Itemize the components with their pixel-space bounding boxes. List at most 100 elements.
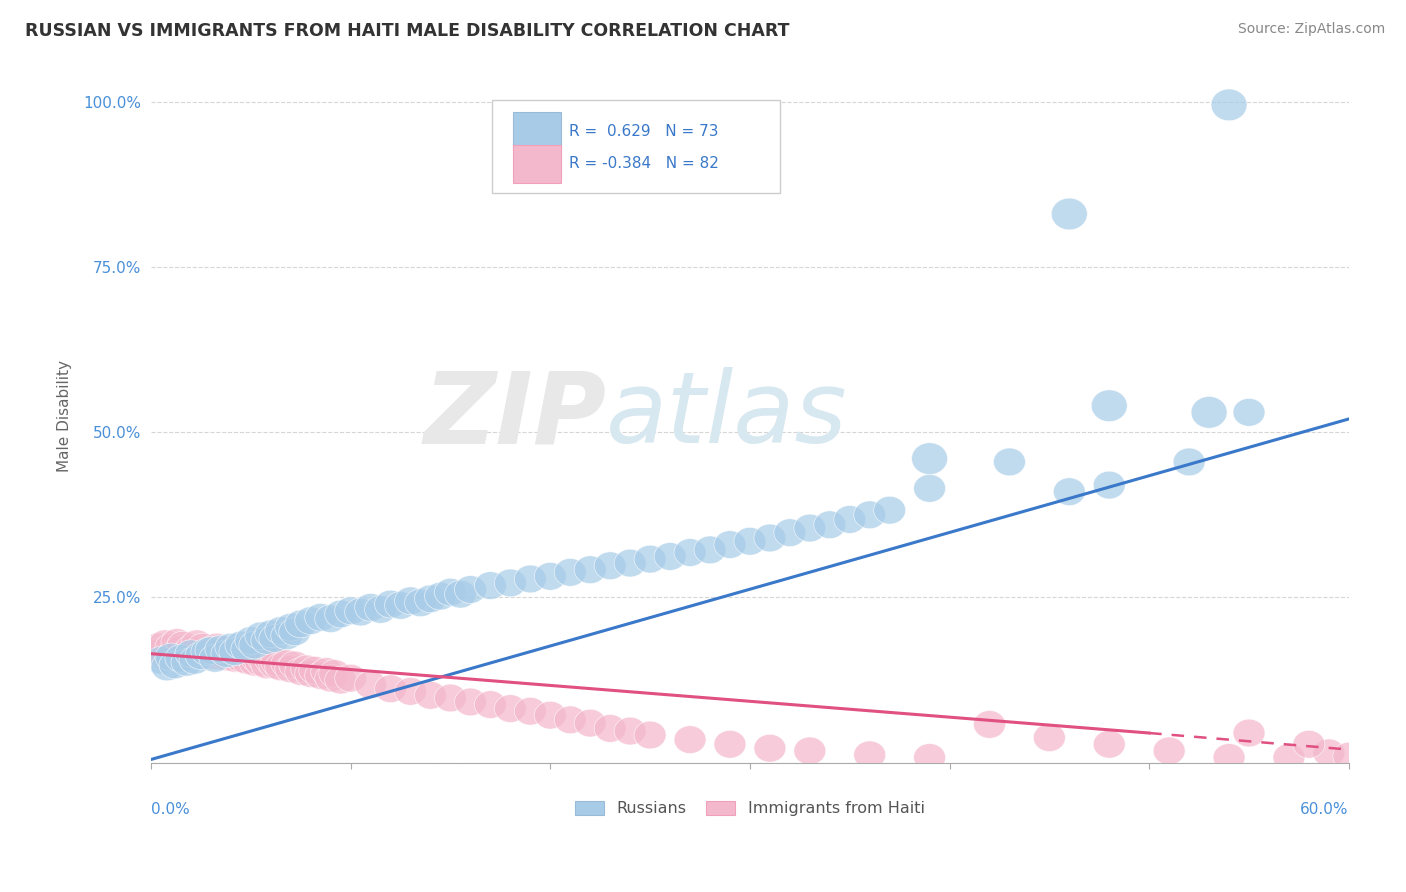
Ellipse shape <box>254 647 287 674</box>
Ellipse shape <box>1094 731 1125 758</box>
Ellipse shape <box>614 717 647 745</box>
Ellipse shape <box>285 657 316 685</box>
Ellipse shape <box>295 660 326 688</box>
Ellipse shape <box>181 630 212 657</box>
Ellipse shape <box>250 626 283 655</box>
Text: R = -0.384   N = 82: R = -0.384 N = 82 <box>569 156 718 171</box>
Ellipse shape <box>201 633 233 661</box>
Ellipse shape <box>405 589 436 616</box>
Ellipse shape <box>1191 396 1227 428</box>
Ellipse shape <box>495 695 526 723</box>
Ellipse shape <box>374 675 406 703</box>
FancyBboxPatch shape <box>492 100 780 194</box>
Ellipse shape <box>298 657 330 684</box>
Ellipse shape <box>614 549 647 577</box>
Ellipse shape <box>211 643 243 671</box>
Ellipse shape <box>174 635 207 663</box>
Ellipse shape <box>1213 744 1244 772</box>
Ellipse shape <box>1153 737 1185 764</box>
Ellipse shape <box>914 475 946 502</box>
Ellipse shape <box>260 648 292 676</box>
Ellipse shape <box>215 633 247 661</box>
Ellipse shape <box>259 651 291 679</box>
Ellipse shape <box>191 638 224 665</box>
Ellipse shape <box>385 591 416 619</box>
Text: ZIP: ZIP <box>423 368 606 464</box>
Ellipse shape <box>1233 399 1265 426</box>
Ellipse shape <box>167 632 198 659</box>
Ellipse shape <box>240 644 273 673</box>
Ellipse shape <box>474 690 506 718</box>
Text: R =  0.629   N = 73: R = 0.629 N = 73 <box>569 124 718 139</box>
Ellipse shape <box>1272 744 1305 772</box>
Ellipse shape <box>195 637 226 665</box>
FancyBboxPatch shape <box>513 112 561 151</box>
Ellipse shape <box>291 655 323 682</box>
Ellipse shape <box>673 539 706 566</box>
Ellipse shape <box>515 566 547 593</box>
Ellipse shape <box>335 665 367 692</box>
Ellipse shape <box>205 640 236 667</box>
Ellipse shape <box>186 641 217 670</box>
Ellipse shape <box>634 545 666 573</box>
Text: 0.0%: 0.0% <box>150 802 190 817</box>
Ellipse shape <box>595 714 626 742</box>
Ellipse shape <box>415 585 447 613</box>
Ellipse shape <box>305 603 336 632</box>
Ellipse shape <box>364 596 396 624</box>
Ellipse shape <box>219 638 250 665</box>
Ellipse shape <box>278 618 311 646</box>
Ellipse shape <box>187 633 219 661</box>
Ellipse shape <box>239 648 271 676</box>
Ellipse shape <box>250 651 283 679</box>
Ellipse shape <box>554 558 586 586</box>
Ellipse shape <box>225 632 257 659</box>
Ellipse shape <box>274 614 307 641</box>
Ellipse shape <box>159 651 191 679</box>
Ellipse shape <box>853 501 886 529</box>
Ellipse shape <box>634 721 666 749</box>
Ellipse shape <box>235 641 267 670</box>
Ellipse shape <box>198 644 231 673</box>
Ellipse shape <box>221 638 253 665</box>
Ellipse shape <box>179 647 211 674</box>
Ellipse shape <box>311 657 343 685</box>
Ellipse shape <box>174 640 207 667</box>
Ellipse shape <box>794 737 825 764</box>
Ellipse shape <box>754 524 786 552</box>
Ellipse shape <box>155 633 187 661</box>
Ellipse shape <box>434 578 467 606</box>
Y-axis label: Male Disability: Male Disability <box>58 359 72 472</box>
Ellipse shape <box>231 647 263 674</box>
Ellipse shape <box>145 647 177 674</box>
Ellipse shape <box>231 635 263 663</box>
Ellipse shape <box>773 519 806 547</box>
Ellipse shape <box>973 711 1005 739</box>
Ellipse shape <box>695 536 725 564</box>
Ellipse shape <box>1052 198 1087 230</box>
Ellipse shape <box>354 593 387 622</box>
Ellipse shape <box>162 629 193 657</box>
Ellipse shape <box>319 660 350 688</box>
Ellipse shape <box>172 648 202 676</box>
Ellipse shape <box>1233 719 1265 747</box>
Ellipse shape <box>274 655 307 682</box>
Ellipse shape <box>534 701 567 729</box>
Ellipse shape <box>295 607 326 634</box>
Ellipse shape <box>714 731 747 758</box>
Ellipse shape <box>149 630 181 657</box>
Ellipse shape <box>474 572 506 599</box>
Ellipse shape <box>225 644 257 673</box>
Legend: Russians, Immigrants from Haiti: Russians, Immigrants from Haiti <box>567 793 932 824</box>
Ellipse shape <box>673 726 706 754</box>
Ellipse shape <box>395 678 426 706</box>
Ellipse shape <box>454 575 486 603</box>
Ellipse shape <box>325 666 357 694</box>
Ellipse shape <box>595 552 626 580</box>
Ellipse shape <box>254 620 287 648</box>
Ellipse shape <box>1094 471 1125 499</box>
Ellipse shape <box>1091 390 1128 422</box>
Ellipse shape <box>172 640 202 667</box>
Ellipse shape <box>335 597 367 624</box>
Ellipse shape <box>159 638 191 665</box>
